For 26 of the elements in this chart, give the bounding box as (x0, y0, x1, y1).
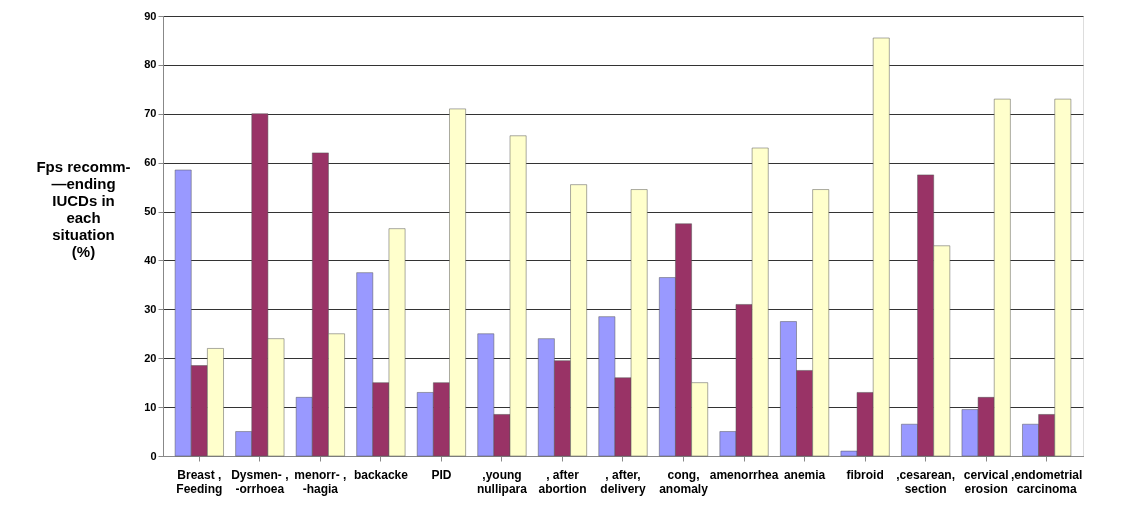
x-tick-label: cervical erosion (963, 467, 1009, 496)
x-tick-label: ,endometrial carcinoma (1011, 467, 1083, 496)
y-tick-label: 80 (144, 58, 157, 71)
x-tick-label: menorr- , -hagia (294, 467, 347, 496)
y-tick-label: 10 (144, 400, 157, 413)
x-tick-label: Breast , Feeding (176, 467, 223, 496)
y-tick-label: 90 (144, 9, 157, 22)
x-tick-label: , after abortion (538, 467, 587, 496)
x-tick-label: anemia (783, 467, 826, 482)
y-axis-title: Fps recomm- —ending IUCDs in each situation (%) (36, 157, 131, 260)
y-tick-label: 40 (144, 253, 157, 266)
y-tick-label: 20 (144, 351, 157, 364)
y-tick-label: 30 (144, 302, 157, 315)
x-tick-label: ,cesarean, section (896, 467, 955, 496)
y-tick-label: 0 (150, 449, 157, 462)
y-tick-label: 50 (144, 205, 157, 218)
y-tick-label: 70 (144, 107, 157, 120)
x-tick-label: Dysmen- , -orrhoea (231, 467, 289, 496)
y-tick-label: 60 (144, 156, 157, 169)
x-tick-label: PID (431, 467, 452, 482)
x-tick-label: backacke (353, 467, 409, 482)
x-tick-label: cong, anomaly (659, 467, 709, 496)
x-tick-label: amenorrhea (709, 467, 779, 482)
x-tick-label: , after, delivery (600, 467, 646, 496)
x-tick-label: fibroid (846, 467, 884, 482)
x-tick-label: ,young nullipara (476, 467, 528, 496)
